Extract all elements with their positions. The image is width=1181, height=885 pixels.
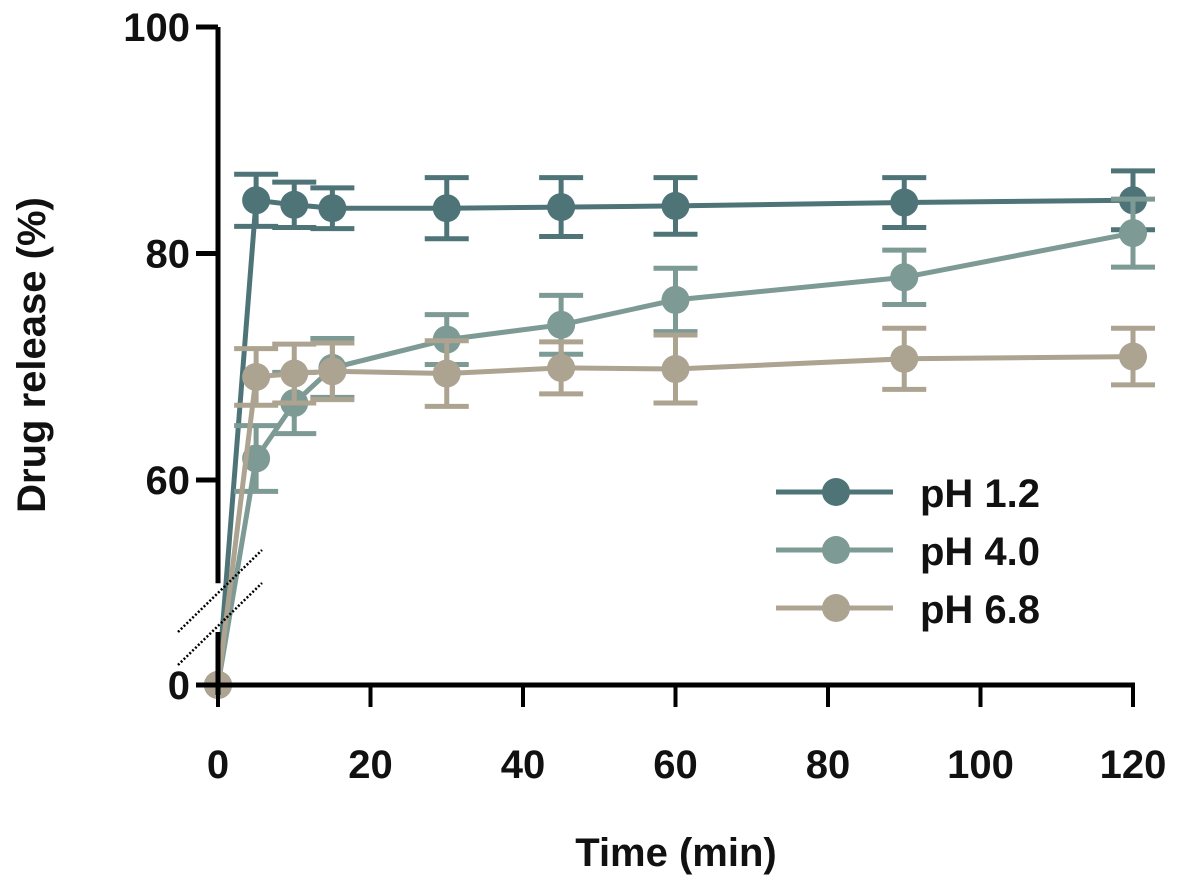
data-point — [547, 310, 576, 339]
y-axis-label: Drug release (%) — [10, 197, 54, 513]
series-layer — [204, 168, 1155, 699]
legend-marker — [822, 478, 850, 506]
legend-item: pH 1.2 — [776, 472, 1040, 516]
data-point — [547, 353, 576, 382]
legend-label: pH 6.8 — [920, 588, 1040, 632]
legend-marker — [822, 594, 850, 622]
legend-item: pH 6.8 — [776, 588, 1040, 632]
data-point — [661, 191, 690, 220]
data-point — [661, 355, 690, 384]
data-point — [280, 190, 309, 219]
data-point — [432, 359, 461, 388]
series-line — [215, 354, 1134, 686]
legend-item: pH 4.0 — [776, 530, 1040, 574]
legend: pH 1.2 pH 4.0 pH 6.8 — [776, 472, 1040, 632]
data-point — [890, 344, 919, 373]
y-axis-title: Drug release (%) — [10, 197, 54, 513]
axis-break-mark — [177, 549, 263, 633]
data-point — [1119, 219, 1147, 248]
data-point — [318, 357, 347, 386]
y-tick-label: 60 — [146, 459, 191, 503]
x-tick-label: 0 — [207, 743, 229, 787]
data-point — [242, 186, 271, 215]
x-tick-label: 40 — [501, 743, 546, 787]
y-tick-label: 80 — [146, 233, 191, 277]
x-tick-label: 80 — [806, 743, 851, 787]
data-point — [890, 188, 919, 217]
data-point — [432, 194, 461, 223]
legend-marker — [822, 536, 850, 564]
y-tick-label: 100 — [123, 6, 190, 50]
y-tick-label: 0 — [168, 664, 190, 708]
x-tick-label: 100 — [947, 743, 1014, 787]
x-axis-label: Time (min) — [575, 831, 777, 875]
axis-break-mark — [177, 582, 263, 666]
axes-layer: 0 60 80 100 0 20 40 60 80 100 120 — [123, 6, 1166, 787]
x-tick-label: 120 — [1100, 743, 1167, 787]
data-point — [318, 194, 347, 223]
legend-label: pH 1.2 — [920, 472, 1040, 516]
legend-label: pH 4.0 — [920, 530, 1040, 574]
data-point — [1119, 342, 1147, 371]
x-tick-label: 60 — [653, 743, 698, 787]
data-point — [890, 263, 919, 292]
x-tick-label: 20 — [348, 743, 393, 787]
data-point — [242, 362, 271, 391]
data-point — [547, 193, 576, 222]
data-point — [661, 285, 690, 314]
data-point — [280, 359, 309, 388]
series-pH-6-8 — [204, 325, 1155, 699]
